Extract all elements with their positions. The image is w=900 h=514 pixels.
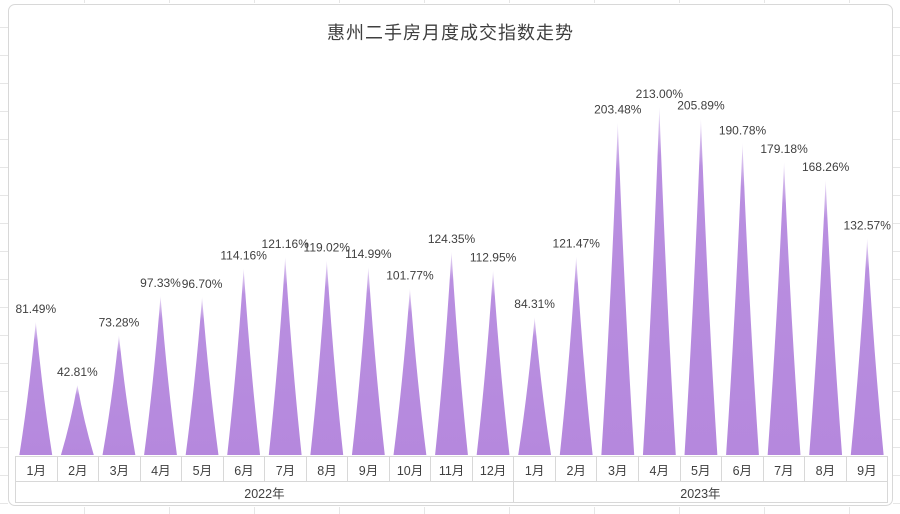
data-label-9: 114.99% (345, 247, 392, 261)
data-label-13: 84.31% (514, 297, 555, 311)
spike-4 (144, 295, 177, 455)
worksheet-gridlines-left (0, 0, 8, 514)
data-label-19: 179.18% (760, 142, 808, 156)
month-cell-21: 9月 (846, 456, 889, 482)
spike-14 (559, 256, 593, 455)
month-cell-12: 12月 (472, 456, 515, 482)
month-cell-2: 2月 (57, 456, 100, 482)
data-label-21: 132.57% (844, 218, 892, 232)
month-cell-6: 6月 (223, 456, 266, 482)
data-label-18: 190.78% (719, 123, 767, 137)
data-label-20: 168.26% (802, 160, 850, 174)
spike-9 (351, 267, 385, 455)
category-axis: 1月 2月 3月 4月 5月 6月 7月 8月 9月 10月 11月 12月 1月 2月 3月 4月 5月 6月 7… (15, 456, 889, 503)
data-label-5: 96.70% (182, 277, 223, 291)
spike-7 (268, 257, 302, 455)
data-label-8: 119.02% (304, 241, 351, 255)
spike-12 (476, 270, 510, 455)
spike-21 (850, 238, 884, 455)
month-cell-4: 4月 (140, 456, 183, 482)
data-label-7: 121.16% (262, 237, 310, 251)
month-cell-10: 10月 (389, 456, 432, 482)
data-label-14: 121.47% (553, 237, 601, 251)
month-cell-9: 9月 (348, 456, 390, 482)
month-cell-20: 8月 (805, 456, 847, 482)
year-cell-2: 2023年 (513, 482, 888, 503)
spike-18 (726, 143, 759, 455)
spike-19 (767, 162, 801, 455)
spike-10 (393, 288, 427, 455)
month-cell-7: 7月 (265, 456, 307, 482)
month-cell-16: 4月 (638, 456, 681, 482)
spike-2 (60, 385, 94, 455)
month-cell-14: 2月 (555, 456, 598, 482)
spike-16 (642, 106, 676, 456)
month-cell-5: 5月 (182, 456, 224, 482)
spike-17 (684, 118, 718, 455)
year-cell-1: 2022年 (15, 482, 514, 503)
month-cell-19: 7月 (763, 456, 806, 482)
month-cell-11: 11月 (431, 456, 473, 482)
data-label-17: 205.89% (677, 99, 725, 113)
month-cell-15: 3月 (597, 456, 639, 482)
month-axis-row: 1月 2月 3月 4月 5月 6月 7月 8月 9月 10月 11月 12月 1月 2月 3月 4月 5月 6月 7… (15, 456, 889, 482)
spike-8 (310, 260, 344, 455)
data-label-3: 73.28% (99, 315, 140, 329)
spike-6 (227, 268, 261, 455)
month-cell-8: 8月 (306, 456, 349, 482)
spike-5 (185, 296, 219, 455)
data-label-16: 213.00% (636, 87, 684, 101)
year-axis-row: 2022年 2023年 (15, 482, 888, 503)
spike-15 (601, 122, 635, 455)
data-label-12: 112.95% (470, 250, 517, 264)
spike-1 (19, 321, 53, 455)
month-cell-1: 1月 (15, 456, 58, 482)
spike-series: 81.49%42.81%73.28%97.33% 96.70%114.16%121… (15, 87, 891, 456)
month-cell-18: 6月 (722, 456, 764, 482)
data-label-11: 124.35% (428, 232, 476, 246)
spike-13 (518, 317, 552, 455)
data-label-2: 42.81% (57, 365, 98, 379)
worksheet-gridlines-right (893, 0, 900, 514)
chart-title: 惠州二手房月度成交指数走势 (327, 23, 574, 43)
chart-area[interactable]: 惠州二手房月度成交指数走势 81.49% 42.81% 73.28% 97.33% 96… (8, 4, 893, 506)
month-cell-3: 3月 (99, 456, 141, 482)
data-label-15: 203.48% (594, 103, 642, 117)
month-cell-13: 1月 (514, 456, 556, 482)
spike-3 (102, 335, 136, 455)
spike-11 (435, 251, 468, 455)
data-label-4: 97.33% (140, 276, 181, 290)
plot-area: 81.49% 42.81% 73.28% 97.33% 96.70% 114.16% 121… (15, 5, 891, 456)
data-label-1: 81.49% (15, 302, 56, 316)
worksheet-gridlines-top (0, 0, 900, 3)
data-label-10: 101.77% (386, 269, 434, 283)
worksheet-gridlines-bottom (0, 507, 900, 514)
data-label-6: 114.16% (220, 248, 267, 262)
spike-20 (809, 180, 843, 455)
month-cell-17: 5月 (680, 456, 723, 482)
